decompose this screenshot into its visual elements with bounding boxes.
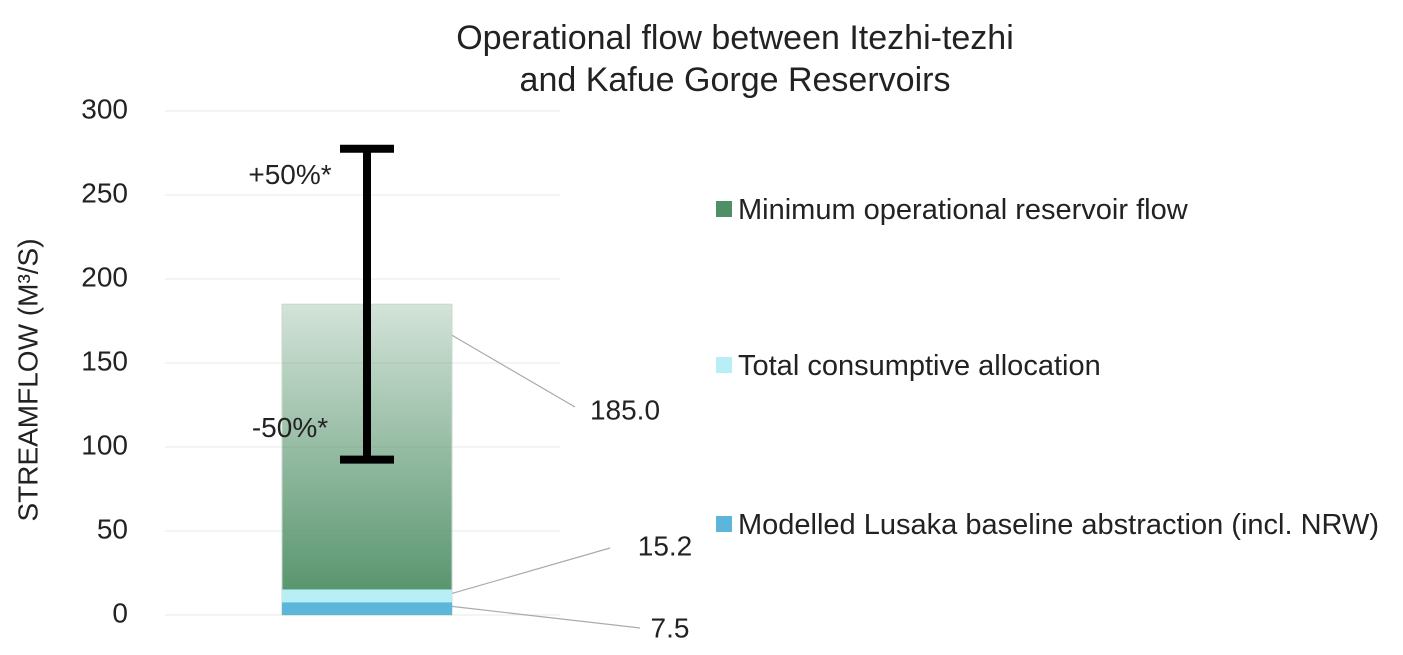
legend-swatch — [716, 357, 732, 373]
legend-entry: Minimum operational reservoir flow — [716, 193, 1386, 227]
legend-entry: Modelled Lusaka baseline abstraction (in… — [716, 508, 1386, 542]
y-tick-label: 50 — [97, 513, 128, 544]
legend-entry: Total consumptive allocation — [716, 349, 1386, 383]
data-label: 7.5 — [651, 612, 690, 643]
y-tick-label: 100 — [81, 429, 128, 460]
legend-swatch — [716, 516, 732, 532]
chart-title: and Kafue Gorge Reservoirs — [520, 61, 951, 99]
legend-label: Total consumptive allocation — [738, 350, 1101, 382]
leader-line — [451, 334, 576, 408]
legend-label: Modelled Lusaka baseline abstraction (in… — [738, 509, 1379, 541]
error-bar — [340, 144, 394, 464]
y-tick-label: 150 — [81, 345, 128, 376]
leader-line — [451, 547, 611, 595]
data-label: 185.0 — [590, 394, 660, 425]
y-tick-label: 200 — [81, 261, 128, 292]
y-axis-title: STREAMFLOW (M³/S) — [12, 238, 43, 521]
annotation: -50%* — [252, 412, 328, 443]
y-tick-label: 0 — [112, 597, 128, 628]
chart-title: Operational flow between Itezhi-tezhi — [456, 19, 1014, 57]
y-tick-label: 300 — [81, 93, 128, 124]
leader-line — [451, 605, 641, 629]
data-label: 15.2 — [638, 530, 693, 561]
bar — [282, 602, 452, 615]
legend-swatch — [716, 201, 732, 217]
y-tick-label: 250 — [81, 177, 128, 208]
legend-label: Minimum operational reservoir flow — [738, 194, 1188, 226]
annotation: +50%* — [248, 159, 331, 190]
